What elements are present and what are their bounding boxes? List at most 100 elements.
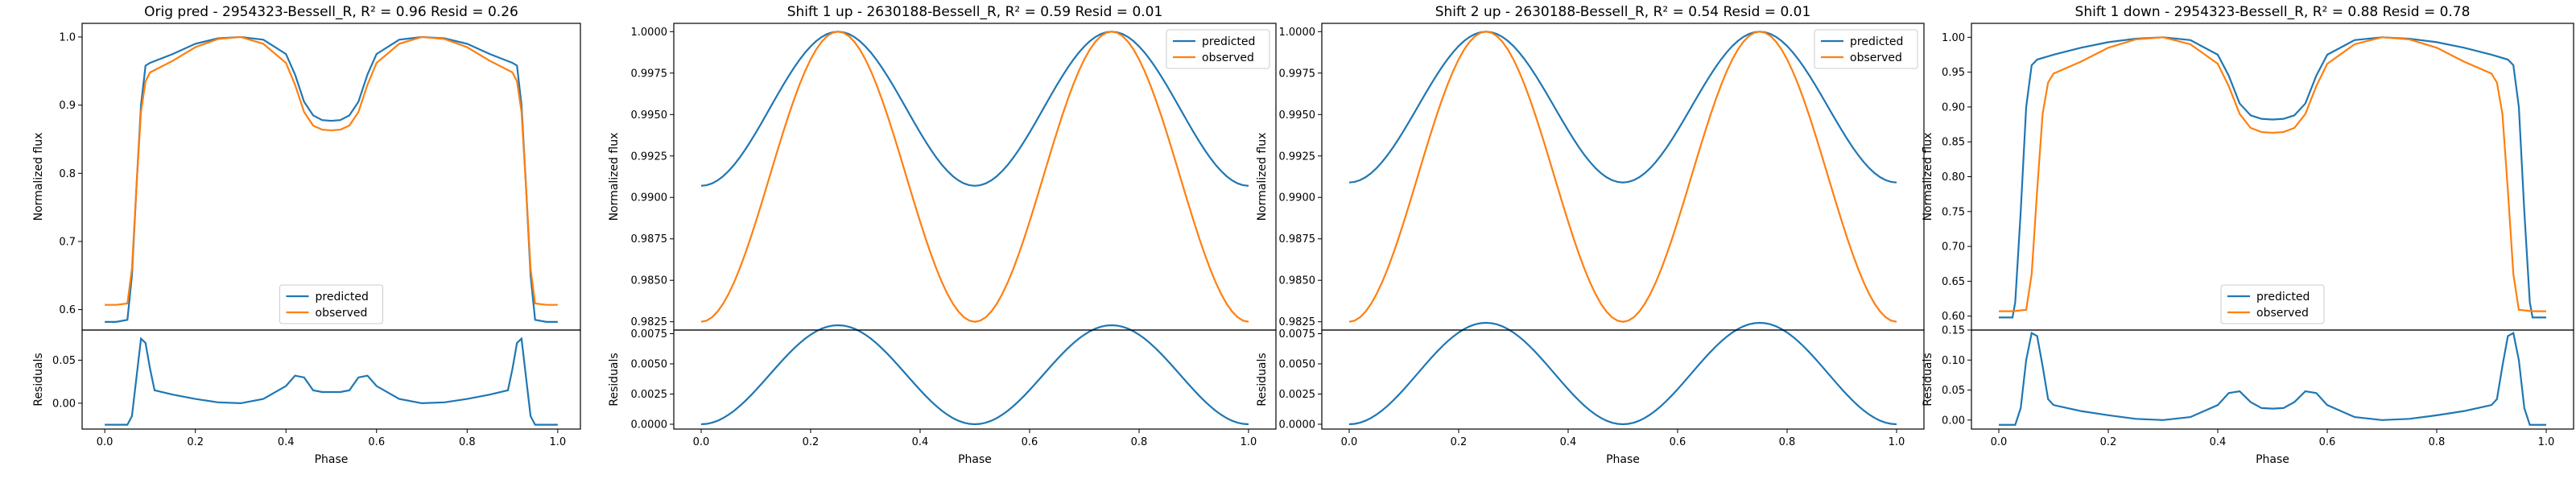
flux-axes-frame <box>673 23 1277 331</box>
residuals-axes-frame <box>1321 329 1925 430</box>
x-tick-label: 0.8 <box>2429 436 2446 448</box>
chart-panel-3: Shift 2 up - 2630188-Bessell_R, R² = 0.5… <box>1256 4 1925 466</box>
residuals-axis-label: Residuals <box>608 353 621 406</box>
y-tick-label: 0.9875 <box>1279 233 1316 246</box>
residuals-axis-label: Residuals <box>1256 353 1269 406</box>
residual-y-tick-label: 0.0050 <box>631 359 668 371</box>
chart-title: Shift 1 up - 2630188-Bessell_R, R² = 0.5… <box>787 4 1163 20</box>
y-tick-label: 0.65 <box>1942 276 1965 288</box>
chart-title: Shift 1 down - 2954323-Bessell_R, R² = 0… <box>2075 4 2471 20</box>
x-tick-label: 0.4 <box>278 436 295 448</box>
x-tick-label: 0.0 <box>1991 436 2008 448</box>
series-line-predicted <box>700 31 1249 187</box>
series-line-observed <box>700 31 1249 323</box>
legend-box <box>279 284 383 324</box>
y-tick-label: 0.9 <box>59 100 76 112</box>
residuals-axis-label: Residuals <box>1922 353 1934 406</box>
legend-label-predicted: predicted <box>316 291 369 303</box>
y-tick-label: 0.9825 <box>631 316 668 328</box>
y-tick-label: 1.0000 <box>631 27 668 39</box>
legend-label-observed: observed <box>2256 307 2309 320</box>
x-tick-label: 0.0 <box>97 436 114 448</box>
y-tick-label: 1.0 <box>59 31 76 43</box>
x-tick-label: 1.0 <box>550 436 567 448</box>
y-tick-label: 0.9850 <box>631 275 668 287</box>
residuals-axes-frame <box>673 329 1277 430</box>
residual-y-tick-label: 0.15 <box>1942 325 1965 337</box>
series-line-observed <box>1348 31 1897 323</box>
y-tick-label: 0.9975 <box>631 68 668 80</box>
y-tick-label: 0.95 <box>1942 67 1965 79</box>
x-tick-label: 0.0 <box>1341 436 1358 448</box>
y-axis-label: Normalized flux <box>32 133 45 221</box>
x-tick-label: 1.0 <box>2538 436 2555 448</box>
series-line-predicted <box>1999 36 2546 319</box>
chart-title: Shift 2 up - 2630188-Bessell_R, R² = 0.5… <box>1435 4 1811 20</box>
y-tick-label: 0.9875 <box>631 233 668 246</box>
legend: predicted observed <box>1166 29 1270 69</box>
y-tick-label: 0.9925 <box>631 151 668 163</box>
x-tick-label: 0.2 <box>2100 436 2117 448</box>
y-tick-label: 1.0000 <box>1279 27 1316 39</box>
y-tick-label: 0.70 <box>1942 242 1965 254</box>
x-tick-label: 1.0 <box>1241 436 1257 448</box>
y-tick-label: 0.85 <box>1942 137 1965 149</box>
y-tick-label: 0.9950 <box>631 109 668 122</box>
residuals-line <box>1999 332 2546 426</box>
residual-y-tick-label: 0.10 <box>1942 355 1965 367</box>
y-axis-label: Normalized flux <box>1922 133 1934 221</box>
y-tick-label: 0.75 <box>1942 206 1965 218</box>
y-tick-label: 0.9925 <box>1279 151 1316 163</box>
y-tick-label: 0.9825 <box>1279 316 1316 328</box>
y-tick-label: 0.8 <box>59 168 76 180</box>
legend-label-observed: observed <box>1202 52 1254 64</box>
y-tick-label: 0.7 <box>59 236 76 248</box>
x-tick-label: 0.6 <box>368 436 385 448</box>
legend-label-observed: observed <box>316 307 368 320</box>
residual-y-tick-label: 0.0075 <box>1279 328 1316 341</box>
residual-y-tick-label: 0.0075 <box>631 328 668 341</box>
y-axis-label: Normalized flux <box>608 133 621 221</box>
residual-y-tick-label: 0.05 <box>52 355 76 367</box>
chart-panel-1: Orig pred - 2954323-Bessell_R, R² = 0.96… <box>32 4 581 466</box>
residuals-axes-frame <box>1971 329 2574 430</box>
residual-y-tick-label: 0.05 <box>1942 385 1965 397</box>
legend-label-predicted: predicted <box>1202 35 1255 48</box>
x-tick-label: 0.2 <box>803 436 819 448</box>
x-axis-label: Phase <box>958 453 992 466</box>
x-axis-label: Phase <box>2256 453 2289 466</box>
legend-label-predicted: predicted <box>2256 291 2310 303</box>
legend-box <box>1814 29 1918 69</box>
y-tick-label: 0.9975 <box>1279 68 1316 80</box>
chart-panel-2: Shift 1 up - 2630188-Bessell_R, R² = 0.5… <box>608 4 1277 466</box>
y-tick-label: 0.9950 <box>1279 109 1316 122</box>
y-tick-label: 0.9850 <box>1279 275 1316 287</box>
legend-box <box>2220 284 2325 324</box>
x-tick-label: 0.6 <box>1670 436 1686 448</box>
residual-y-tick-label: 0.0000 <box>1279 419 1316 431</box>
y-tick-label: 0.9900 <box>631 192 668 204</box>
x-tick-label: 0.2 <box>187 436 204 448</box>
y-tick-label: 0.80 <box>1942 171 1965 184</box>
y-axis-label: Normalized flux <box>1256 133 1269 221</box>
x-tick-label: 0.2 <box>1451 436 1468 448</box>
x-tick-label: 0.8 <box>459 436 476 448</box>
legend: predicted observed <box>1814 29 1918 69</box>
residuals-axis-label: Residuals <box>32 353 45 406</box>
legend-label-observed: observed <box>1850 52 1902 64</box>
x-axis-label: Phase <box>315 453 349 466</box>
x-tick-label: 0.6 <box>2319 436 2336 448</box>
legend-label-predicted: predicted <box>1850 35 1903 48</box>
residuals-line <box>1348 321 1897 426</box>
series-line-predicted <box>105 35 558 323</box>
y-tick-label: 1.00 <box>1942 32 1965 44</box>
y-tick-label: 0.60 <box>1942 311 1965 323</box>
chart-title: Orig pred - 2954323-Bessell_R, R² = 0.96… <box>144 4 518 20</box>
y-tick-label: 0.6 <box>59 304 76 316</box>
x-tick-label: 0.4 <box>1560 436 1577 448</box>
legend-box <box>1166 29 1270 69</box>
y-tick-label: 0.90 <box>1942 101 1965 114</box>
residual-y-tick-label: 0.0025 <box>631 389 668 401</box>
x-tick-label: 0.4 <box>912 436 929 448</box>
